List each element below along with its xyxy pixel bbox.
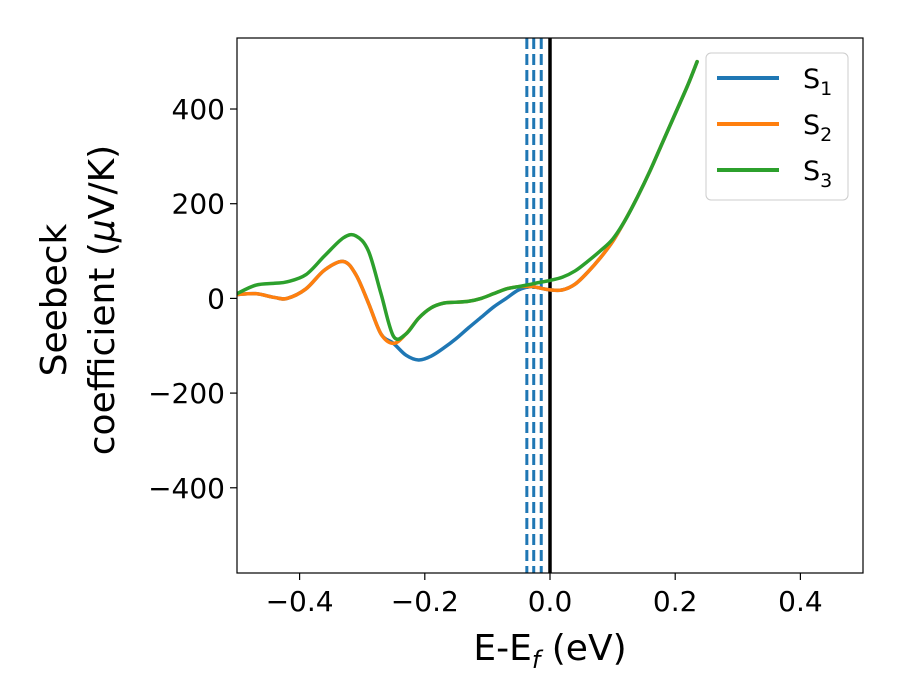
legend-label-s1: S1: [803, 64, 832, 100]
x-tick-label: 0.4: [778, 585, 823, 618]
x-axis-label-main: E-E: [473, 628, 531, 669]
x-tick-label: −0.4: [266, 585, 334, 618]
y-tick-label: 200: [172, 188, 225, 221]
y-axis-label-suffix: V/K): [82, 145, 123, 219]
reference-lines: [525, 38, 552, 573]
x-tick-label: 0.0: [528, 585, 573, 618]
x-axis-label: E-Ef (eV): [473, 628, 626, 674]
y-axis-label-mu: μ: [82, 219, 123, 243]
y-axis-label-line1: Seebeck: [34, 223, 75, 376]
series-layer: [237, 59, 699, 362]
legend-label-s3: S3: [803, 156, 832, 192]
y-axis-label-line2-group: coefficient (μV/K): [82, 145, 123, 455]
x-tick-label: −0.2: [391, 585, 459, 618]
y-tick-label: 400: [172, 93, 225, 126]
x-axis-label-unit: (eV): [540, 628, 626, 669]
legend-box: [705, 52, 849, 201]
y-axis-label: Seebeck: [34, 223, 75, 376]
y-tick-label: 0: [207, 282, 225, 315]
y-axis-label-line2: coefficient (μV/K): [82, 145, 123, 455]
y-axis-ticks: −400 −200 0 200 400: [148, 93, 237, 505]
y-tick-label: −200: [148, 377, 225, 410]
series-line-s3: [237, 59, 699, 342]
x-axis-ticks: −0.4 −0.2 0.0 0.2 0.4: [266, 573, 823, 618]
y-tick-label: −400: [148, 472, 225, 505]
y-axis-label-prefix: coefficient (: [82, 242, 123, 455]
x-tick-label: 0.2: [653, 585, 698, 618]
legend: S1 S2 S3: [705, 52, 849, 201]
legend-label-s2: S2: [803, 110, 832, 146]
